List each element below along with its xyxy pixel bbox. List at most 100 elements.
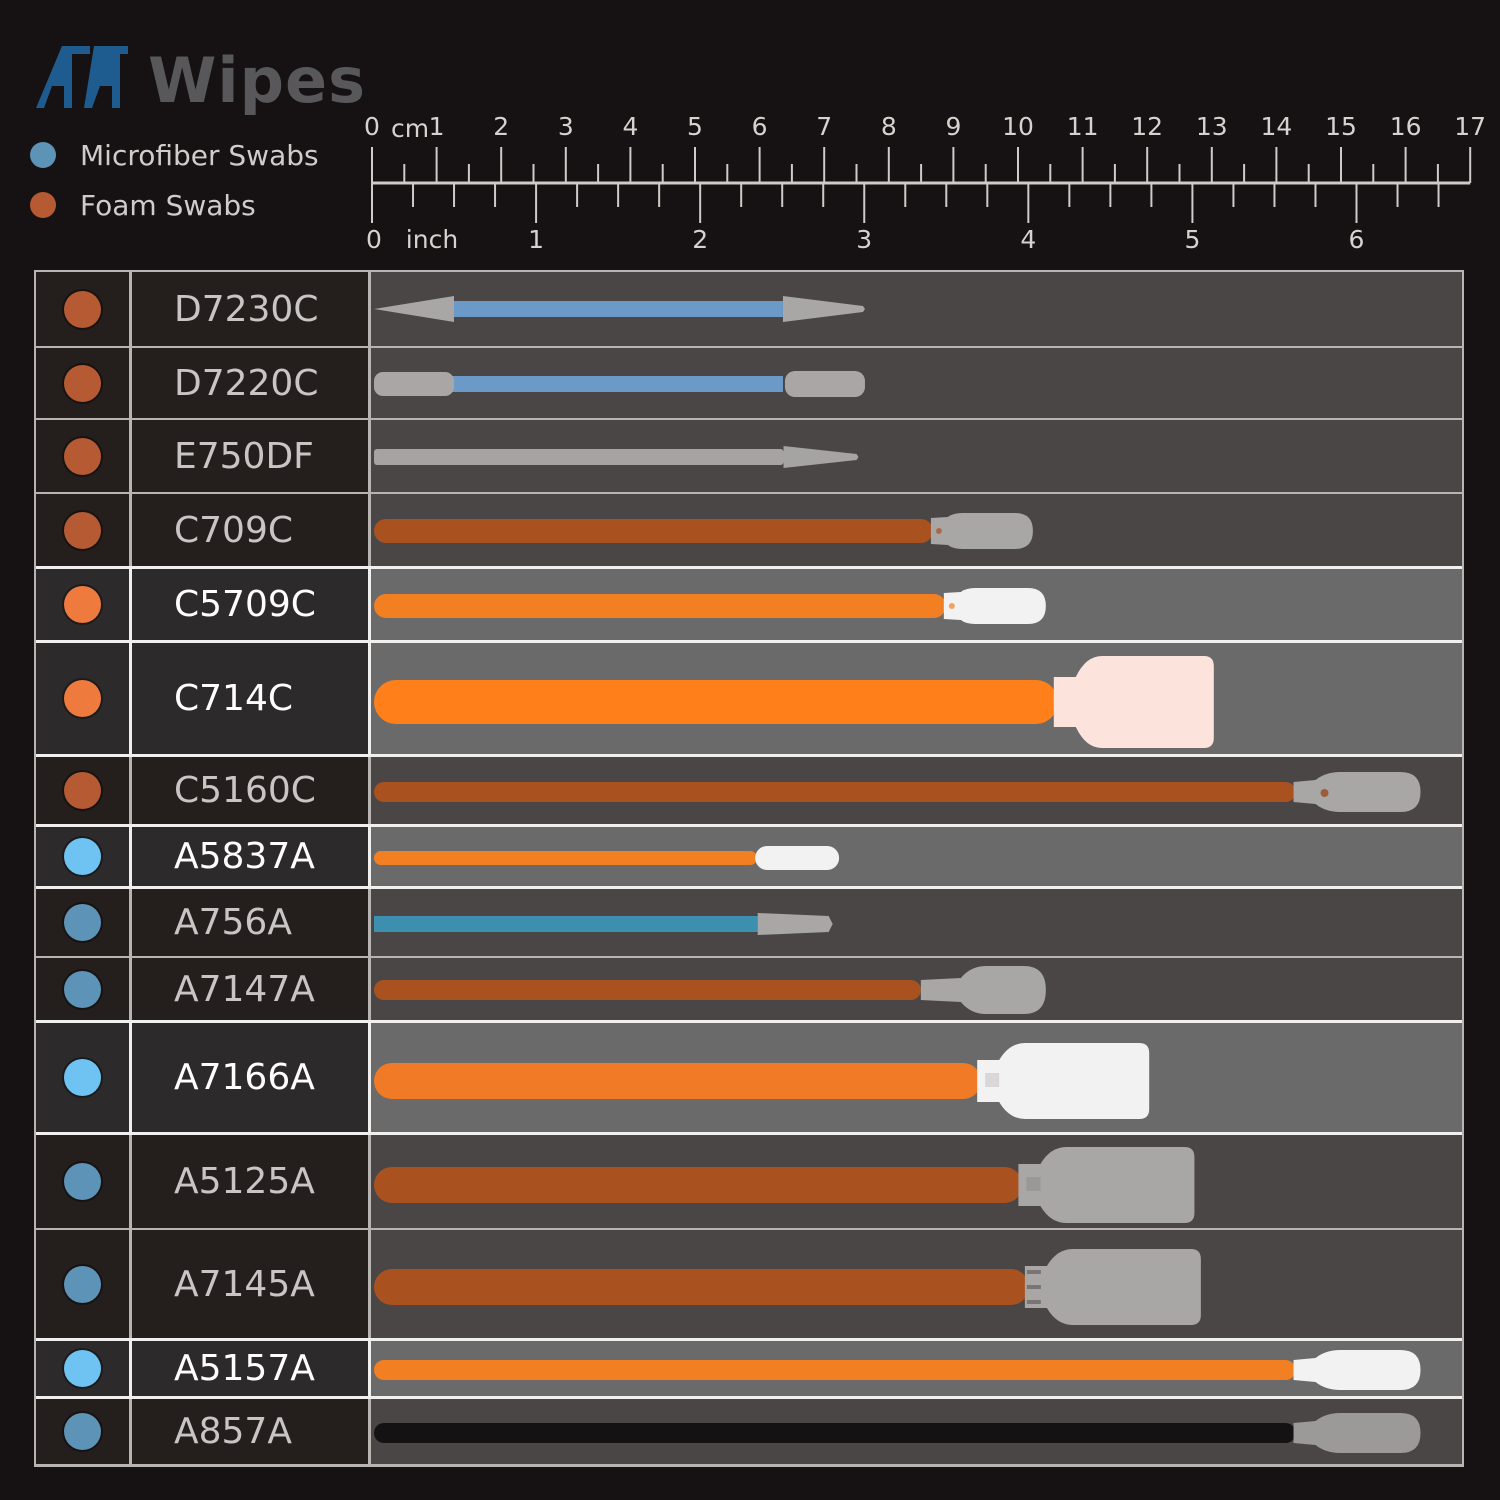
model-name: C709C xyxy=(174,509,293,551)
foam-dot-icon xyxy=(64,364,101,402)
type-indicator-cell xyxy=(36,348,132,418)
table-row: A857A xyxy=(36,1396,1462,1464)
microfiber-dot-icon xyxy=(64,904,101,941)
cm-tick-label: 9 xyxy=(945,112,962,141)
table-row: A5837A xyxy=(36,824,1462,886)
swab-image-icon xyxy=(374,1249,1201,1325)
foam-dot-icon xyxy=(64,680,101,717)
table-row: A5125A xyxy=(36,1132,1462,1228)
type-indicator-cell xyxy=(36,1135,132,1228)
model-name-cell: D7230C xyxy=(132,272,371,346)
cm-unit-label: cm xyxy=(390,114,430,143)
table-row: D7230C xyxy=(36,272,1462,346)
table-row: C714C xyxy=(36,640,1462,754)
swab-image-icon xyxy=(374,371,865,397)
cm-tick-label: 4 xyxy=(622,112,639,141)
table-row: A7145A xyxy=(36,1228,1462,1338)
swab-image-cell xyxy=(371,1399,1462,1464)
cm-tick-label: 16 xyxy=(1389,112,1422,141)
cm-tick-label: 5 xyxy=(687,112,703,141)
model-name-cell: C5160C xyxy=(132,757,371,824)
measurement-ruler: 0 1 2 3 4 5 6 7 8 9 10 11 12 13 14 15 16 17 cm 0 1 2 3 4 5 6 inch xyxy=(362,110,1486,270)
cm-tick-label: 3 xyxy=(557,112,574,141)
table-row: C5160C xyxy=(36,754,1462,824)
type-indicator-cell xyxy=(36,272,132,346)
swab-image-icon xyxy=(374,588,1046,624)
model-name-cell: A857A xyxy=(132,1399,371,1464)
inch-tick-label: 0 xyxy=(366,225,382,254)
foam-dot-icon xyxy=(30,192,56,218)
cm-tick-label: 8 xyxy=(880,112,897,141)
swab-image-icon xyxy=(374,846,840,870)
inch-tick-label: 1 xyxy=(528,225,545,254)
model-name: A7166A xyxy=(174,1057,315,1098)
table-row: C709C xyxy=(36,492,1462,566)
ruler-scale-icon xyxy=(371,147,1472,223)
model-name-cell: C709C xyxy=(132,494,371,566)
type-indicator-cell xyxy=(36,1230,132,1338)
inch-tick-label: 3 xyxy=(856,225,873,254)
model-name: A756A xyxy=(174,902,292,943)
model-name: A7147A xyxy=(174,968,315,1010)
table-row: A7166A xyxy=(36,1020,1462,1132)
swab-image-icon xyxy=(374,772,1421,812)
swab-image-cell xyxy=(371,643,1462,754)
inch-tick-label: 5 xyxy=(1184,225,1201,254)
swab-image-icon xyxy=(374,513,1033,549)
swab-image-icon xyxy=(374,1147,1195,1223)
swab-image-icon xyxy=(374,913,833,935)
cm-tick-label: 13 xyxy=(1195,112,1228,141)
model-name-cell: C5709C xyxy=(132,569,371,640)
cm-tick-label: 10 xyxy=(1002,112,1034,141)
model-name: C5709C xyxy=(174,584,316,625)
type-indicator-cell xyxy=(36,569,132,640)
swab-image-cell xyxy=(371,1023,1462,1132)
swab-image-icon xyxy=(374,1413,1421,1453)
model-name-cell: A756A xyxy=(132,889,371,956)
model-name: A7145A xyxy=(174,1263,315,1305)
legend-label: Foam Swabs xyxy=(80,188,256,222)
model-name-cell: D7220C xyxy=(132,348,371,418)
table-row: D7220C xyxy=(36,346,1462,418)
swab-image-icon xyxy=(374,966,1046,1014)
cm-tick-label: 7 xyxy=(816,112,833,141)
cm-tick-label: 14 xyxy=(1260,112,1293,141)
table-row: A7147A xyxy=(36,956,1462,1020)
cm-tick-label: 2 xyxy=(493,112,510,141)
type-indicator-cell xyxy=(36,889,132,956)
table-row: E750DF xyxy=(36,418,1462,492)
foam-dot-icon xyxy=(64,290,101,328)
model-name: A857A xyxy=(174,1411,292,1452)
microfiber-dot-icon xyxy=(64,970,101,1008)
brand-logo: Wipes xyxy=(36,30,366,112)
swab-image-cell xyxy=(371,569,1462,640)
swab-image-cell xyxy=(371,1230,1462,1338)
model-name-cell: C714C xyxy=(132,643,371,754)
model-name: C5160C xyxy=(174,770,316,811)
swab-image-icon xyxy=(374,1043,1150,1119)
legend-item-microfiber: Microfiber Swabs xyxy=(30,130,319,180)
type-indicator-cell xyxy=(36,1023,132,1132)
model-name: D7220C xyxy=(174,362,319,404)
swab-image-cell xyxy=(371,757,1462,824)
model-name-cell: A5837A xyxy=(132,827,371,886)
model-name: E750DF xyxy=(174,435,314,477)
foam-dot-icon xyxy=(64,437,101,475)
foam-dot-icon xyxy=(64,772,101,809)
swab-image-cell xyxy=(371,1341,1462,1396)
legend-item-foam: Foam Swabs xyxy=(30,180,319,230)
swab-image-icon xyxy=(374,296,865,322)
type-indicator-cell xyxy=(36,757,132,824)
table-row: A756A xyxy=(36,886,1462,956)
model-name: A5157A xyxy=(174,1348,315,1389)
cm-tick-label: 17 xyxy=(1454,112,1487,141)
legend-label: Microfiber Swabs xyxy=(80,138,319,172)
model-name: A5837A xyxy=(174,836,315,877)
swab-image-icon xyxy=(374,1350,1421,1390)
microfiber-dot-icon xyxy=(30,142,56,168)
inch-unit-label: inch xyxy=(405,225,459,254)
swab-image-cell xyxy=(371,958,1462,1020)
swab-image-cell xyxy=(371,420,1462,492)
model-name-cell: A7145A xyxy=(132,1230,371,1338)
model-name-cell: A7147A xyxy=(132,958,371,1020)
